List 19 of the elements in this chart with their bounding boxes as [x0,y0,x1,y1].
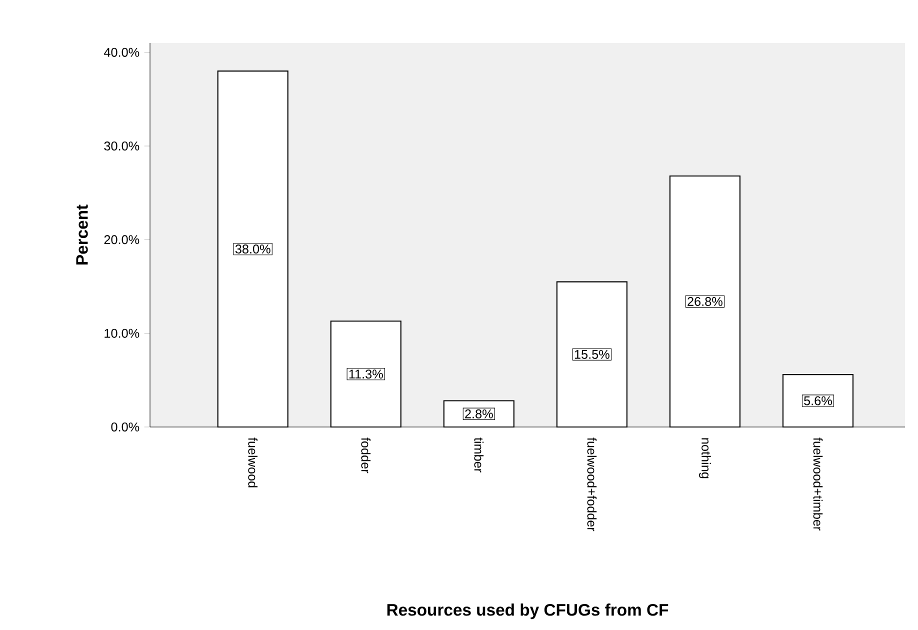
data-label: 2.8% [465,409,493,418]
x-tick-label: timber [474,438,484,472]
x-tick-label: fuelwood+timber [813,438,823,530]
y-tick-label: 30.0% [104,142,140,150]
y-tick-label: 20.0% [104,235,140,244]
data-label: 5.6% [804,396,832,406]
x-tick-label: fodder [361,438,371,474]
data-label: 11.3% [349,370,383,379]
data-label: 26.8% [688,297,722,306]
y-tick-label: 10.0% [104,328,140,338]
y-axis-title: Percent [76,204,88,264]
x-tick-label: fuelwood+fodder [587,438,597,532]
x-tick-label: nothing [699,438,711,478]
y-tick-label: 40.0% [104,48,140,57]
y-tick-label: 0.0% [111,422,140,432]
data-label: 15.5% [574,350,610,359]
x-axis-title: Resources used by CFUGs from CF [387,604,668,620]
data-label: 38.0% [235,244,270,254]
x-tick-label: fuelwood [248,438,258,488]
